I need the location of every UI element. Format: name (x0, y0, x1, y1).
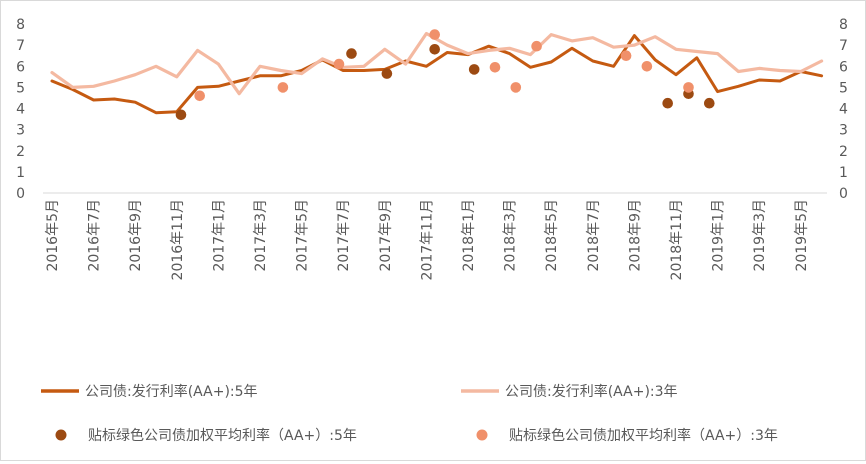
series-point-3 (381, 68, 393, 79)
y-tick-label-left: 0 (16, 186, 25, 202)
legend-label-3: 贴标绿色公司债加权平均利率（AA+）:5年 (88, 427, 357, 444)
x-tick-label: 2018年3月 (503, 199, 519, 272)
axes: 0 0 1 1 2 2 3 3 4 4 5 5 6 6 7 7 8 8 2016年5月 2016年7月 2016年9月 2… (16, 17, 848, 280)
y-tick-label-right: 1 (839, 165, 848, 181)
x-tick-label: 2018年5月 (544, 199, 560, 272)
x-tick-label: 2018年1月 (461, 199, 477, 272)
y-tick-label-right: 8 (839, 17, 848, 33)
x-tick-label: 2016年5月 (45, 199, 61, 272)
legend: 公司债:发行利率(AA+):5年 公司债:发行利率(AA+):3年贴标绿色公司债加… (41, 383, 778, 444)
series-point-3 (468, 64, 480, 75)
series-line-1 (50, 34, 824, 115)
series-line-2 (50, 31, 824, 96)
x-tick-label: 2017年5月 (295, 199, 311, 272)
x-tick-label: 2018年11月 (669, 199, 685, 280)
y-tick-label-right: 4 (839, 102, 848, 118)
y-tick-label-left: 2 (16, 144, 25, 160)
series-point-4 (510, 82, 522, 93)
y-tick-label-left: 4 (16, 102, 25, 118)
series-point-4 (620, 50, 632, 61)
x-tick-label: 2017年1月 (211, 199, 227, 272)
series-point-3 (662, 97, 673, 109)
y-tick-label-left: 3 (16, 123, 25, 139)
x-tick-label: 2017年11月 (419, 199, 435, 280)
legend-swatch-3 (55, 429, 67, 441)
y-tick-label-left: 7 (16, 38, 25, 54)
series-point-4 (531, 40, 542, 52)
series-point-3 (175, 109, 187, 121)
x-tick-label: 2018年7月 (586, 199, 602, 272)
x-tick-label: 2017年3月 (253, 199, 269, 272)
y-tick-label-right: 3 (839, 123, 848, 139)
legend-label-4: 贴标绿色公司债加权平均利率（AA+）:3年 (509, 427, 778, 444)
y-tick-label-right: 7 (839, 38, 848, 54)
y-tick-label-right: 5 (839, 80, 848, 96)
x-tick-label: 2016年7月 (87, 199, 103, 272)
series-point-3 (704, 97, 715, 109)
legend-swatch-4 (476, 429, 488, 441)
series-point-4 (489, 62, 501, 73)
x-tick-label: 2019年5月 (794, 199, 810, 272)
y-tick-label-left: 8 (16, 17, 25, 33)
legend-label-1: 公司债:发行利率(AA+):5年 (85, 383, 258, 400)
x-tick-label: 2018年9月 (627, 199, 643, 272)
series-point-4 (194, 90, 205, 102)
y-tick-label-right: 0 (839, 186, 848, 202)
y-tick-label-right: 6 (839, 59, 848, 75)
y-tick-label-left: 1 (16, 165, 25, 181)
series-point-3 (429, 44, 441, 55)
series-point-4 (429, 29, 441, 40)
series-point-4 (277, 82, 289, 93)
series-point-4 (683, 82, 694, 93)
y-tick-label-left: 6 (16, 59, 25, 75)
x-tick-label: 2019年1月 (711, 199, 727, 272)
legend-label-2: 公司债:发行利率(AA+):3年 (505, 383, 678, 400)
series-point-4 (333, 58, 345, 70)
x-tick-label: 2016年11月 (170, 199, 186, 280)
x-tick-label: 2017年9月 (378, 199, 394, 272)
x-tick-label: 2019年3月 (752, 199, 768, 272)
series-point-3 (346, 48, 357, 59)
x-tick-label: 2017年7月 (336, 199, 352, 272)
y-tick-label-right: 2 (839, 144, 848, 160)
series-layer (50, 29, 824, 121)
x-tick-label: 2016年9月 (128, 199, 144, 272)
y-tick-label-left: 5 (16, 80, 25, 96)
series-point-4 (641, 61, 653, 72)
